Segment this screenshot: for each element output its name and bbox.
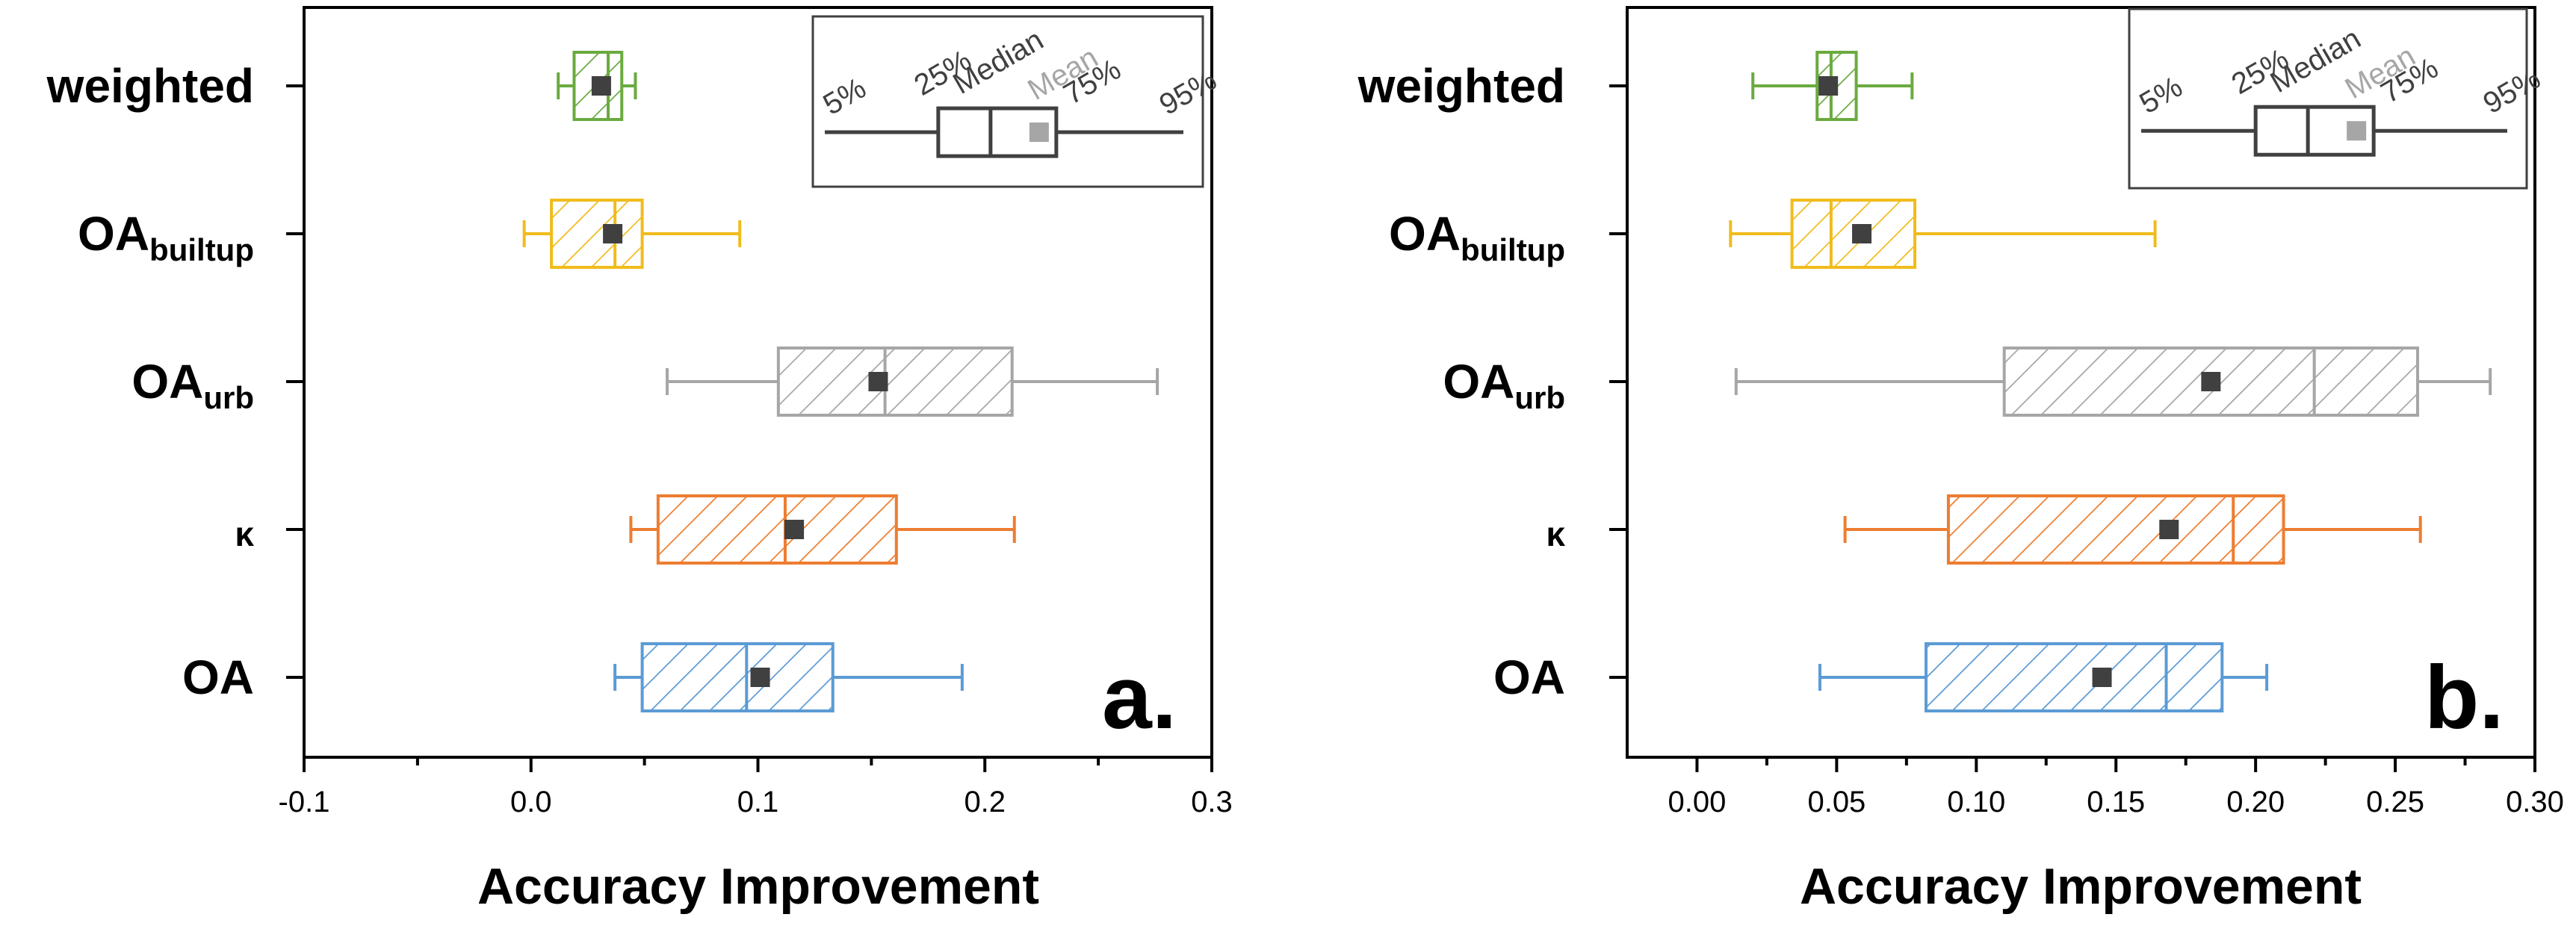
y-category-label: weighted (46, 59, 254, 113)
x-tick-label: 0.1 (737, 786, 779, 818)
iqr-box (656, 494, 898, 565)
x-tick-label: 0.30 (2506, 786, 2564, 818)
x-tick-label: 0.20 (2226, 786, 2285, 818)
y-category-label: OAbuiltup (78, 207, 254, 267)
mean-marker (750, 668, 770, 687)
legend-mean-marker (1029, 122, 1049, 143)
y-category-label: OAurb (1443, 355, 1565, 415)
mean-marker (868, 372, 888, 391)
box-- (629, 494, 1016, 565)
x-tick-label: 0.00 (1668, 786, 1727, 818)
x-tick-label: 0.10 (1947, 786, 2005, 818)
mean-marker (784, 520, 805, 539)
legend-frame (2128, 7, 2528, 190)
category-subscript: urb (1514, 380, 1565, 415)
chart-panel-a: -0.1 0.0 0.1 0.2 0.3 Accuracy Improvement a. we… (46, 6, 1233, 915)
mean-marker (2159, 520, 2179, 539)
x-tick-label: 0.0 (510, 786, 552, 818)
mean-marker (2201, 372, 2221, 391)
mean-marker (1818, 76, 1839, 96)
box-oa (613, 642, 964, 712)
x-tick-label: -0.1 (279, 786, 330, 818)
box-oa-builtup (1729, 199, 2157, 269)
category-main: OA (1443, 355, 1514, 408)
mean-marker (603, 224, 623, 243)
box-oa-urb (1734, 347, 2492, 417)
y-category-label: OA (182, 650, 254, 704)
category-main: OA (1389, 207, 1461, 261)
category-main: weighted (1357, 59, 1565, 113)
iqr-box (776, 347, 1014, 417)
x-tick-label: 0.05 (1807, 786, 1866, 818)
box-oa-urb (666, 347, 1159, 417)
category-main: κ (1546, 515, 1565, 553)
iqr-box (550, 199, 644, 269)
iqr-box (640, 642, 835, 712)
mean-marker (591, 76, 611, 96)
chart-panel-b: 0.00 0.05 0.10 0.15 0.20 0.25 0.30 Accuracy Imp… (1357, 6, 2564, 915)
x-axis-title: Accuracy Improvement (477, 858, 1039, 915)
box-oa (1818, 642, 2269, 712)
iqr-box (1925, 642, 2224, 712)
y-category-label: OA (1493, 650, 1565, 704)
box-weighted (557, 51, 637, 121)
category-subscript: builtup (1461, 232, 1565, 267)
box-oa-builtup (522, 199, 742, 269)
panel-label: b. (2424, 647, 2504, 748)
mean-marker (2092, 668, 2112, 687)
legend-frame (811, 15, 1204, 188)
mean-marker (1852, 224, 1872, 243)
iqr-box (1946, 494, 2285, 565)
box-weighted (1751, 51, 1914, 121)
x-tick-label: 0.2 (964, 786, 1006, 818)
category-main: weighted (46, 59, 254, 113)
category-main: κ (235, 515, 254, 553)
category-subscript: urb (203, 380, 254, 415)
category-subscript: builtup (149, 232, 254, 267)
y-category-label: κ (235, 515, 254, 553)
legend-mean-marker (2347, 121, 2367, 141)
x-tick-label: 0.15 (2087, 786, 2145, 818)
category-main: OA (131, 355, 203, 408)
y-category-label: OAbuiltup (1389, 207, 1565, 267)
y-category-label: OAurb (131, 355, 254, 415)
panel-label: a. (1102, 647, 1177, 748)
x-tick-label: 0.3 (1191, 786, 1233, 818)
category-main: OA (78, 207, 149, 261)
x-axis-title: Accuracy Improvement (1800, 858, 2362, 915)
category-main: OA (1493, 650, 1565, 704)
box-- (1843, 494, 2422, 565)
category-main: OA (182, 650, 254, 704)
y-category-label: κ (1546, 515, 1565, 553)
y-category-label: weighted (1357, 59, 1565, 113)
x-tick-label: 0.25 (2366, 786, 2424, 818)
